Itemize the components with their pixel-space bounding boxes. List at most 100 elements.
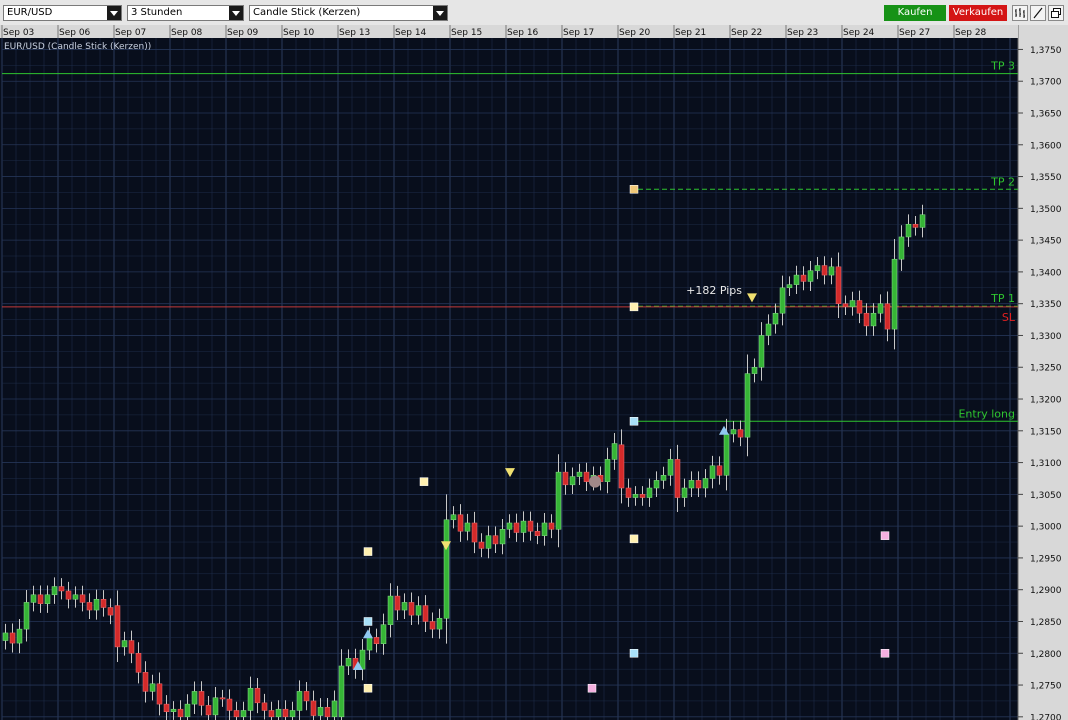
candle: [387, 583, 394, 638]
sell-button[interactable]: Verkaufen: [949, 5, 1007, 21]
window-icon[interactable]: [1048, 5, 1064, 21]
chart-title: EUR/USD (Candle Stick (Kerzen)): [4, 42, 151, 52]
candle-body-bull: [898, 236, 905, 260]
symbol-select[interactable]: EUR/USD: [3, 5, 122, 21]
date-tick-label: Sep 21: [675, 28, 706, 38]
candle: [877, 294, 884, 323]
candle-body-bear: [842, 303, 849, 308]
candle: [653, 471, 660, 498]
candle-body-bear: [100, 598, 107, 608]
candle: [282, 700, 289, 720]
candle: [674, 444, 681, 513]
date-tick-label: Sep 23: [787, 28, 818, 38]
candle-body-bear: [737, 429, 744, 438]
candle-body-bull: [541, 522, 548, 536]
candle-body-bull: [506, 522, 513, 530]
candle: [660, 466, 667, 489]
date-tick-label: Sep 03: [3, 28, 34, 38]
candlestick-chart[interactable]: Sep 03 Sep 06 Sep 07 Sep 08 Sep 09 Sep 10 Sep …: [0, 25, 1068, 720]
candle: [44, 585, 51, 613]
candle-body-bear: [233, 710, 240, 718]
candle: [520, 511, 527, 543]
candle: [835, 252, 842, 318]
candle: [786, 276, 793, 296]
marker-square: [419, 477, 429, 486]
date-tick-label: Sep 20: [619, 28, 651, 38]
candle: [604, 447, 611, 494]
candle-body-bull: [2, 632, 9, 641]
candle-body-bull: [576, 471, 583, 477]
chevron-down-icon[interactable]: [229, 6, 243, 20]
candle-body-bear: [625, 487, 632, 498]
timeframe-select[interactable]: 3 Stunden: [127, 5, 244, 21]
candle-body-bear: [695, 480, 702, 489]
date-tick-label: Sep 07: [115, 28, 146, 38]
price-tick-label: 1,2700: [1030, 713, 1062, 720]
candle: [9, 623, 16, 653]
candle: [688, 471, 695, 498]
candle: [86, 593, 93, 620]
candle-body-bear: [128, 640, 135, 654]
candle: [814, 257, 821, 280]
candle: [212, 687, 219, 720]
candle-body-bull: [891, 258, 898, 330]
candle: [758, 322, 765, 381]
chevron-down-icon[interactable]: [433, 6, 447, 20]
candle: [268, 701, 275, 720]
level-label: SL: [1002, 311, 1016, 324]
candle-body-bull: [30, 594, 37, 603]
candle-body-bull: [646, 487, 653, 498]
candle-body-bear: [198, 691, 205, 706]
candle-body-bull: [730, 429, 737, 435]
candle-body-bull: [345, 658, 352, 667]
buy-button[interactable]: Kaufen: [884, 5, 946, 21]
candle-body-bull: [786, 284, 793, 289]
candle: [548, 514, 555, 539]
candle-body-bull: [709, 465, 716, 479]
candle-body-bear: [79, 594, 86, 603]
date-tick-label: Sep 09: [227, 28, 259, 38]
candle: [408, 592, 415, 626]
candle-body-bear: [261, 702, 268, 711]
candle-body-bear: [394, 595, 401, 611]
candle: [289, 701, 296, 720]
candle: [163, 695, 170, 720]
candle-body-bull: [702, 478, 709, 489]
candle-body-bull: [191, 691, 198, 705]
candle: [611, 433, 618, 470]
candle-body-bear: [912, 223, 919, 228]
candle-body-bull: [919, 214, 926, 228]
date-tick-label: Sep 08: [171, 28, 203, 38]
candle: [317, 698, 324, 720]
candle-body-bear: [513, 522, 520, 533]
candle: [702, 469, 709, 498]
candle-body-bear: [37, 594, 44, 604]
candle-body-bear: [408, 602, 415, 616]
level-label: TP 3: [990, 60, 1015, 73]
candle: [114, 590, 121, 662]
candle: [730, 421, 737, 443]
candle: [2, 623, 9, 650]
candle: [429, 612, 436, 639]
date-tick-label: Sep 15: [451, 28, 482, 38]
price-axis: [1018, 25, 1068, 720]
candle-body-bull: [905, 223, 912, 238]
candle-body-bear: [800, 274, 807, 282]
candle-body-bull: [380, 624, 387, 644]
toolbar: EUR/USD 3 Stunden Candle Stick (Kerzen) …: [0, 0, 1068, 26]
candle-body-bear: [618, 444, 625, 489]
candle-body-bull: [611, 443, 618, 460]
candle-body-bear: [156, 683, 163, 705]
date-tick-label: Sep 17: [563, 28, 594, 38]
candle: [905, 214, 912, 247]
chart-type-select[interactable]: Candle Stick (Kerzen): [249, 5, 448, 21]
candle: [149, 674, 156, 701]
chart-area[interactable]: Sep 03 Sep 06 Sep 07 Sep 08 Sep 09 Sep 10 Sep …: [0, 25, 1068, 720]
candle-body-bull: [212, 697, 219, 716]
chevron-down-icon[interactable]: [107, 6, 121, 20]
line-draw-icon[interactable]: [1030, 5, 1046, 21]
candle: [765, 314, 772, 346]
price-tick-label: 1,3350: [1030, 300, 1062, 310]
bar-chart-icon[interactable]: [1012, 5, 1028, 21]
marker-triangle-up: [363, 629, 373, 639]
